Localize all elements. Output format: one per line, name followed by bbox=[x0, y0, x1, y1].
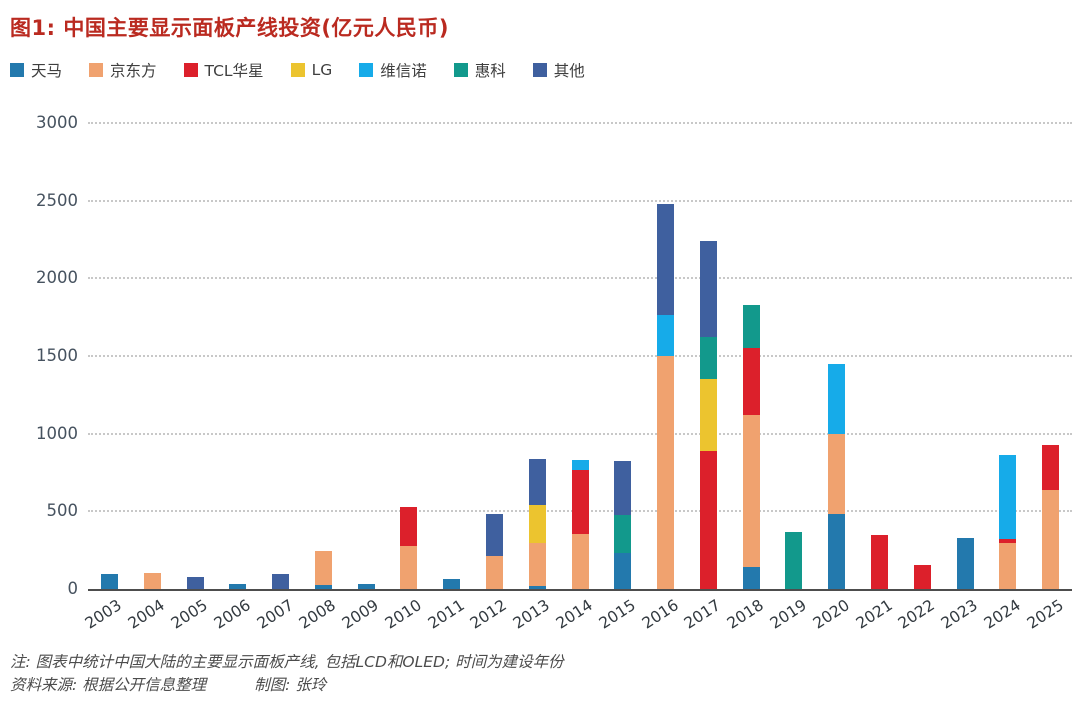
legend-label: 维信诺 bbox=[380, 62, 427, 80]
bar-2003-天马 bbox=[100, 573, 118, 589]
bar-2013-京东方 bbox=[528, 543, 546, 586]
legend-label: 天马 bbox=[31, 62, 63, 80]
legend-item-LG: LG bbox=[290, 61, 333, 79]
bar-2016-其他 bbox=[657, 203, 675, 315]
bar-2012-其他 bbox=[485, 514, 503, 556]
bar-2009-天马 bbox=[357, 583, 375, 589]
source-line: 资料来源: 根据公开信息整理 制图: 张玲 bbox=[10, 674, 564, 697]
bar-2015-天马 bbox=[614, 552, 632, 589]
legend-label: 京东方 bbox=[110, 62, 157, 80]
gridline-1000 bbox=[88, 432, 1072, 435]
bar-2021-TCL华星 bbox=[871, 534, 888, 589]
bar-2007-其他 bbox=[272, 574, 289, 589]
y-tick-label-1000: 1000 bbox=[36, 423, 78, 443]
y-tick-label-1500: 1500 bbox=[36, 346, 78, 365]
bar-2024-TCL华星 bbox=[999, 539, 1017, 544]
legend-item-京东方: 京东方 bbox=[89, 59, 157, 81]
bar-2008-京东方 bbox=[314, 550, 332, 586]
bar-2020-京东方 bbox=[828, 433, 846, 515]
bar-2018-京东方 bbox=[742, 415, 760, 568]
bar-2017-TCL华星 bbox=[699, 450, 717, 589]
legend-item-维信诺: 维信诺 bbox=[359, 59, 427, 81]
y-tick-label-3000: 3000 bbox=[36, 113, 78, 132]
bar-2010-京东方 bbox=[400, 545, 418, 589]
legend-item-天马: 天马 bbox=[10, 59, 62, 81]
bar-2017-LG bbox=[699, 379, 717, 451]
gridline-1500 bbox=[88, 355, 1072, 357]
legend-item-TCL华星: TCL华星 bbox=[183, 59, 264, 81]
plot-area bbox=[88, 122, 1072, 591]
legend-label: TCL华星 bbox=[204, 62, 264, 80]
bar-2014-京东方 bbox=[571, 533, 589, 589]
bar-2020-天马 bbox=[828, 514, 846, 589]
bar-2013-天马 bbox=[528, 585, 546, 589]
legend-item-其他: 其他 bbox=[532, 59, 585, 81]
bar-2010-TCL华星 bbox=[400, 506, 418, 546]
footnotes: 注: 图表中统计中国大陆的主要显示面板产线, 包括LCD和OLED; 时间为建设… bbox=[10, 651, 564, 697]
gridline-3000 bbox=[88, 122, 1072, 125]
bar-2025-京东方 bbox=[1042, 490, 1060, 589]
legend: 天马 京东方 TCL华星 LG 维信诺 惠科 其他 bbox=[10, 59, 612, 81]
bar-2024-维信诺 bbox=[999, 455, 1017, 540]
bar-2018-惠科 bbox=[742, 304, 760, 349]
legend-label: 其他 bbox=[553, 62, 585, 80]
bar-2005-其他 bbox=[186, 577, 204, 589]
bar-2018-TCL华星 bbox=[742, 348, 760, 415]
bar-2013-其他 bbox=[528, 458, 546, 506]
bar-2013-LG bbox=[528, 505, 546, 544]
legend-swatch-icon bbox=[290, 63, 305, 77]
y-tick-label-500: 500 bbox=[46, 501, 79, 521]
chart-title: 图1: 中国主要显示面板产线投资(亿元人民币) bbox=[10, 16, 450, 40]
bar-2023-天马 bbox=[956, 537, 974, 589]
gridline-2500 bbox=[88, 199, 1072, 202]
legend-swatch-icon bbox=[453, 63, 468, 77]
bar-2004-京东方 bbox=[143, 572, 161, 589]
bar-2008-天马 bbox=[314, 585, 332, 589]
bar-2006-天马 bbox=[229, 584, 247, 589]
bar-2022-TCL华星 bbox=[913, 564, 931, 589]
bar-2019-惠科 bbox=[785, 531, 803, 589]
legend-item-惠科: 惠科 bbox=[453, 59, 506, 81]
note-line: 注: 图表中统计中国大陆的主要显示面板产线, 包括LCD和OLED; 时间为建设… bbox=[10, 653, 564, 671]
bar-2025-TCL华星 bbox=[1042, 445, 1060, 491]
credit-text: 制图: 张玲 bbox=[254, 676, 327, 694]
bar-2015-惠科 bbox=[614, 515, 632, 553]
bar-2017-惠科 bbox=[699, 337, 717, 380]
bar-2016-维信诺 bbox=[657, 314, 675, 356]
bar-2011-天马 bbox=[443, 578, 461, 589]
source-text: 资料来源: 根据公开信息整理 bbox=[10, 676, 207, 694]
legend-swatch-icon bbox=[532, 63, 547, 77]
legend-swatch-icon bbox=[10, 63, 24, 77]
legend-swatch-icon bbox=[359, 63, 374, 77]
bar-2016-京东方 bbox=[657, 356, 675, 589]
y-tick-label-2000: 2000 bbox=[36, 268, 78, 288]
bar-2015-其他 bbox=[614, 460, 632, 516]
chart-area: 0 500 1000 1500 2000 2500 3000 2003 2004 2005 200… bbox=[36, 113, 1072, 633]
bar-2017-其他 bbox=[699, 241, 717, 338]
legend-label: 惠科 bbox=[474, 62, 506, 80]
legend-label: LG bbox=[311, 61, 333, 79]
y-tick-label-2500: 2500 bbox=[36, 190, 78, 210]
y-tick-label-0: 0 bbox=[67, 579, 79, 598]
legend-swatch-icon bbox=[89, 63, 104, 77]
legend-swatch-icon bbox=[183, 63, 198, 77]
gridline-2000 bbox=[88, 277, 1072, 280]
bar-2012-京东方 bbox=[485, 555, 503, 589]
bar-2014-维信诺 bbox=[571, 460, 589, 471]
bar-2024-京东方 bbox=[999, 543, 1017, 589]
bar-2020-维信诺 bbox=[828, 363, 846, 434]
bar-2018-天马 bbox=[742, 567, 760, 589]
bar-2014-TCL华星 bbox=[571, 470, 589, 534]
